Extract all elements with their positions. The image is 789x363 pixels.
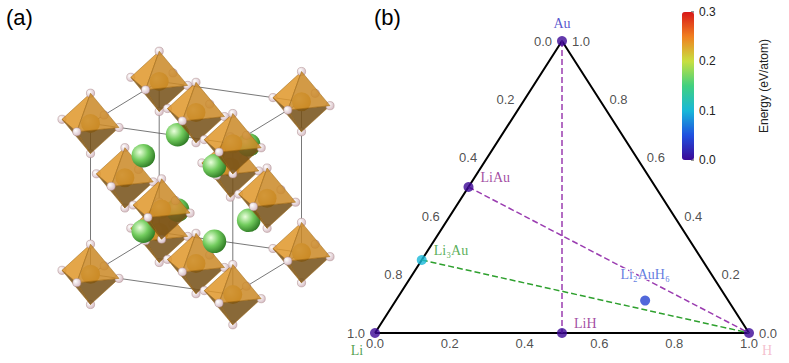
svg-text:1.0: 1.0 — [347, 326, 365, 341]
svg-text:0.6: 0.6 — [590, 336, 608, 351]
svg-text:Li: Li — [351, 343, 364, 358]
svg-text:Li₂AuH₆: Li₂AuH₆ — [620, 267, 670, 282]
svg-text:0.2: 0.2 — [497, 92, 515, 107]
svg-text:0.4: 0.4 — [459, 150, 477, 165]
svg-text:(b): (b) — [374, 5, 401, 30]
svg-text:0.8: 0.8 — [609, 92, 627, 107]
svg-text:0.2: 0.2 — [722, 267, 740, 282]
svg-text:0.6: 0.6 — [422, 209, 440, 224]
svg-text:0.2: 0.2 — [441, 336, 459, 351]
svg-text:1.0: 1.0 — [572, 34, 590, 49]
svg-text:H: H — [762, 343, 772, 358]
svg-text:0.4: 0.4 — [516, 336, 534, 351]
svg-text:0.8: 0.8 — [665, 336, 683, 351]
svg-text:0.3: 0.3 — [699, 5, 716, 19]
svg-text:0.2: 0.2 — [699, 54, 716, 68]
svg-text:0.0: 0.0 — [759, 326, 777, 341]
svg-text:0.0: 0.0 — [366, 336, 384, 351]
svg-text:LiH: LiH — [574, 316, 597, 331]
svg-text:0.0: 0.0 — [699, 153, 716, 167]
svg-text:0.1: 0.1 — [699, 104, 716, 118]
svg-text:Energy (eV/atom): Energy (eV/atom) — [757, 39, 771, 133]
svg-text:1.0: 1.0 — [740, 336, 758, 351]
svg-text:Au: Au — [553, 16, 570, 31]
svg-text:0.4: 0.4 — [684, 209, 702, 224]
svg-text:Li₃Au: Li₃Au — [434, 243, 468, 258]
svg-text:0.0: 0.0 — [534, 34, 552, 49]
svg-text:LiAu: LiAu — [481, 170, 511, 185]
svg-text:0.8: 0.8 — [384, 267, 402, 282]
svg-text:0.6: 0.6 — [647, 150, 665, 165]
svg-text:(a): (a) — [6, 5, 33, 30]
